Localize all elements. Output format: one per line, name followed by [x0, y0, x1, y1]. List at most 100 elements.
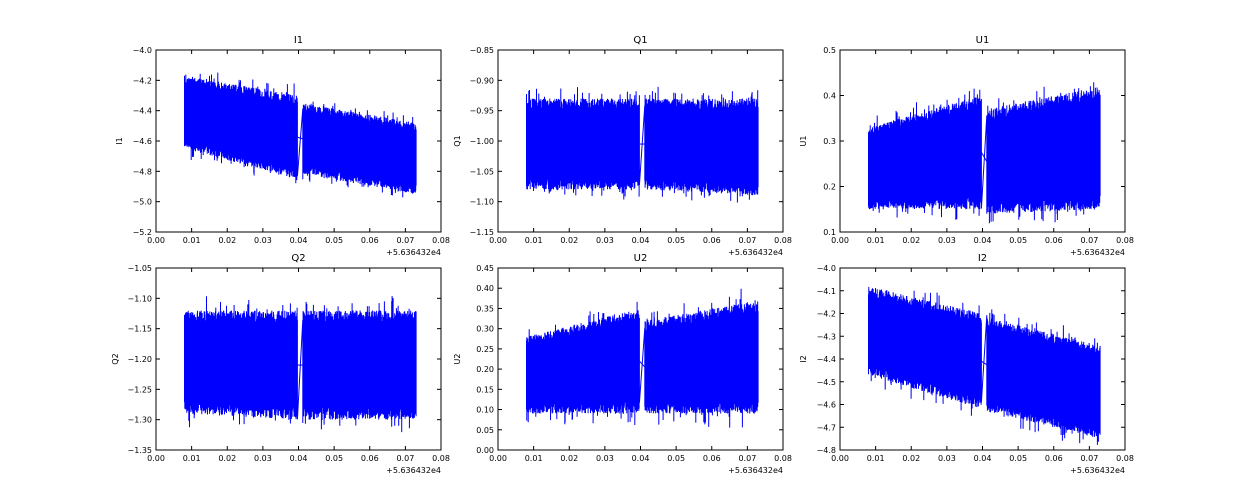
- y-tick-label: −4.6: [133, 137, 152, 146]
- x-tick-label: 0.05: [1009, 236, 1027, 245]
- x-tick-label: 0.05: [325, 236, 343, 245]
- x-offset-label: +5.636432e4: [386, 466, 441, 475]
- x-tick-label: 0.05: [325, 454, 343, 463]
- y-tick-label: −4.0: [817, 264, 836, 273]
- series-line-Q2: [184, 295, 417, 433]
- x-tick-label: 0.01: [867, 454, 885, 463]
- x-offset-label: +5.636432e4: [386, 248, 441, 257]
- y-tick-label: −0.85: [469, 46, 494, 55]
- y-tick-label: −4.2: [133, 76, 152, 85]
- x-tick-label: 0.04: [290, 236, 308, 245]
- y-tick-label: −1.20: [127, 355, 152, 364]
- x-tick-label: 0.08: [774, 236, 792, 245]
- subplot-title: I1: [294, 35, 303, 46]
- y-tick-label: −4.4: [133, 107, 152, 116]
- x-offset-label: +5.636432e4: [728, 248, 783, 257]
- subplot-Q2: 0.00 0.01 0.02 0.03 0.04 0.05 0.06 0.07 0.08 +5.6…: [111, 253, 450, 475]
- y-tick-label: −1.35: [127, 446, 152, 455]
- y-tick-label: 0.10: [476, 406, 494, 415]
- y-tick-label: −4.7: [817, 423, 836, 432]
- x-tick-label: 0.04: [632, 236, 650, 245]
- x-tick-label: 0.00: [147, 454, 165, 463]
- x-tick-label: 0.00: [147, 236, 165, 245]
- x-tick-label: 0.05: [1009, 454, 1027, 463]
- subplot-title: I2: [978, 253, 987, 264]
- y-tick-label: 0.3: [823, 137, 836, 146]
- x-tick-label: 0.01: [183, 454, 201, 463]
- x-tick-label: 0.08: [774, 454, 792, 463]
- y-tick-label: −1.05: [127, 264, 152, 273]
- series-line-Q1: [526, 86, 759, 203]
- y-tick-label: −4.5: [817, 378, 836, 387]
- x-tick-label: 0.07: [396, 454, 414, 463]
- y-tick-label: −1.10: [127, 294, 152, 303]
- gap-connector: [297, 136, 303, 140]
- y-tick-label: −4.8: [133, 167, 152, 176]
- x-tick-label: 0.05: [667, 454, 685, 463]
- y-axis-label: Q1: [453, 135, 462, 146]
- x-tick-label: 0.01: [867, 236, 885, 245]
- x-tick-label: 0.04: [974, 236, 992, 245]
- x-tick-label: 0.03: [596, 454, 614, 463]
- y-tick-label: −5.0: [133, 198, 152, 207]
- y-tick-label: 0.4: [823, 92, 836, 101]
- subplot-U2: 0.00 0.01 0.02 0.03 0.04 0.05 0.06 0.07 0.08 +5.6…: [453, 253, 792, 475]
- y-tick-label: 0.05: [476, 426, 494, 435]
- y-tick-label: 0.00: [476, 446, 494, 455]
- subplot-title: U1: [976, 35, 990, 46]
- y-tick-label: 0.40: [476, 284, 494, 293]
- x-tick-label: 0.00: [489, 454, 507, 463]
- y-axis-label: Q2: [111, 353, 120, 364]
- x-tick-label: 0.08: [1116, 454, 1134, 463]
- y-tick-label: −4.3: [817, 332, 836, 341]
- x-tick-label: 0.04: [632, 454, 650, 463]
- subplot-title: Q2: [291, 253, 305, 264]
- x-offset-label: +5.636432e4: [728, 466, 783, 475]
- y-tick-label: −1.30: [127, 416, 152, 425]
- y-tick-label: −4.1: [817, 287, 836, 296]
- x-tick-label: 0.01: [525, 236, 543, 245]
- y-tick-label: −1.15: [469, 228, 494, 237]
- x-tick-label: 0.03: [254, 236, 272, 245]
- y-tick-label: −1.25: [127, 385, 152, 394]
- subplot-Q1: 0.00 0.01 0.02 0.03 0.04 0.05 0.06 0.07 0.08 +5.6…: [453, 35, 792, 257]
- x-tick-label: 0.08: [432, 454, 450, 463]
- y-tick-label: 0.20: [476, 365, 494, 374]
- y-axis-label: U1: [799, 136, 808, 147]
- y-tick-label: −1.00: [469, 137, 494, 146]
- x-offset-label: +5.636432e4: [1070, 466, 1125, 475]
- x-tick-label: 0.04: [974, 454, 992, 463]
- gap-connector: [639, 360, 646, 368]
- x-tick-label: 0.03: [254, 454, 272, 463]
- x-tick-label: 0.06: [1045, 454, 1063, 463]
- subplot-I2: 0.00 0.01 0.02 0.03 0.04 0.05 0.06 0.07 0.08 +5.6…: [799, 253, 1134, 475]
- x-tick-label: 0.03: [938, 236, 956, 245]
- x-tick-label: 0.07: [396, 236, 414, 245]
- x-tick-label: 0.04: [290, 454, 308, 463]
- x-tick-label: 0.06: [703, 454, 721, 463]
- x-tick-label: 0.02: [218, 454, 236, 463]
- x-offset-label: +5.636432e4: [1070, 248, 1125, 257]
- y-tick-label: −1.15: [127, 325, 152, 334]
- subplot-title: U2: [634, 253, 648, 264]
- series-line-U2: [526, 288, 759, 428]
- y-tick-label: 0.25: [476, 345, 494, 354]
- y-tick-label: −5.2: [133, 228, 152, 237]
- x-tick-label: 0.00: [489, 236, 507, 245]
- x-tick-label: 0.05: [667, 236, 685, 245]
- x-tick-label: 0.03: [938, 454, 956, 463]
- subplot-title: Q1: [633, 35, 647, 46]
- y-tick-label: 0.15: [476, 385, 494, 394]
- x-tick-label: 0.06: [361, 236, 379, 245]
- y-axis-label: I2: [799, 355, 808, 362]
- y-tick-label: 0.30: [476, 325, 494, 334]
- y-tick-label: −4.6: [817, 401, 836, 410]
- x-tick-label: 0.02: [560, 236, 578, 245]
- subplot-U1: 0.00 0.01 0.02 0.03 0.04 0.05 0.06 0.07 0.08 +5.6…: [799, 35, 1134, 257]
- x-tick-label: 0.07: [738, 236, 756, 245]
- y-tick-label: −4.0: [133, 46, 152, 55]
- x-tick-label: 0.08: [432, 236, 450, 245]
- y-tick-label: 0.2: [823, 183, 836, 192]
- x-tick-label: 0.01: [183, 236, 201, 245]
- x-tick-label: 0.07: [1080, 454, 1098, 463]
